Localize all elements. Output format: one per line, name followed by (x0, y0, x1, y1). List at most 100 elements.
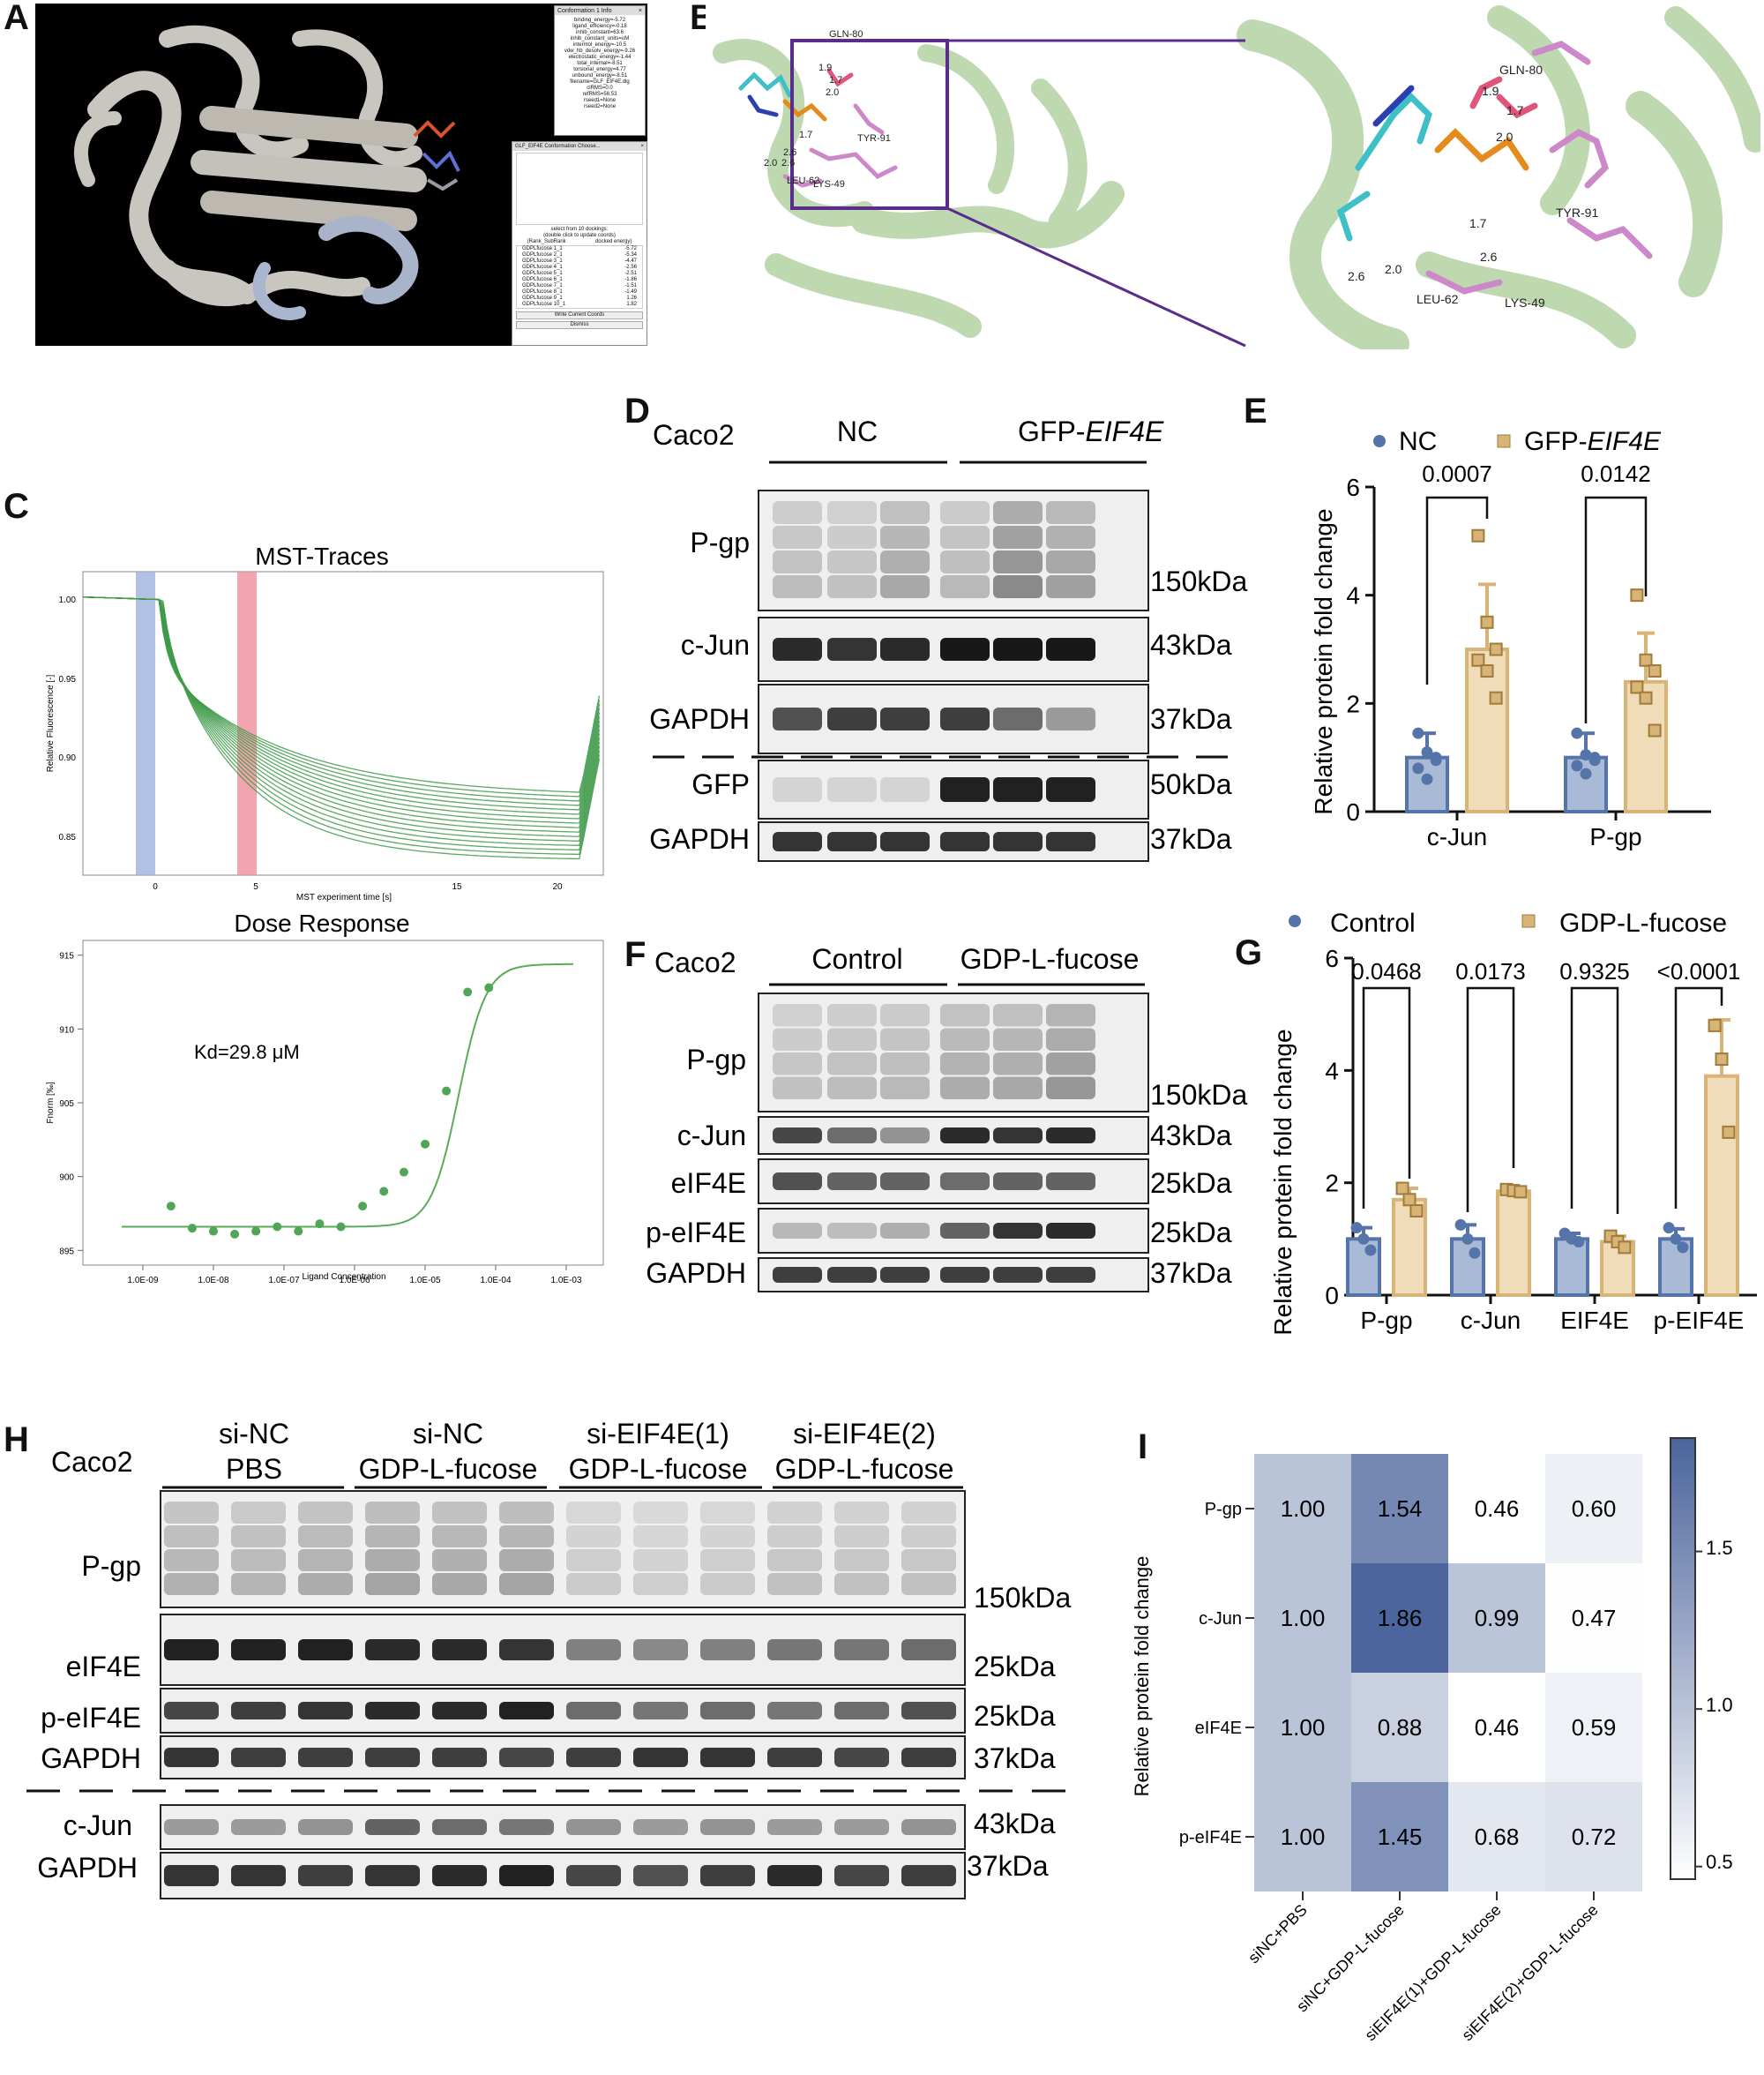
blot-kda: 37kDa (974, 1742, 1056, 1774)
info-lines: binding_energy=-5.72 ligand_efficiency=-0… (555, 15, 645, 110)
row-label: p-eIF4E (1179, 1828, 1242, 1847)
group-label-3a: si-EIF4E(1) (587, 1418, 729, 1450)
colorbar-segment (1671, 1597, 1695, 1602)
blot-band (901, 1549, 956, 1571)
chooser-row[interactable]: GDPLfucose 3_1 -4.47 (517, 258, 642, 265)
blot-band (827, 1172, 877, 1190)
blot-band (827, 708, 877, 730)
distance-label-left: 2.0 (764, 158, 777, 169)
blot-band (880, 1004, 930, 1027)
panel-c-mst: MST-Traces 1.00 0.95 0.90 0.85 0 5 15 20… (46, 543, 604, 1285)
colorbar-segment (1671, 1689, 1695, 1695)
blot-band (993, 638, 1043, 661)
blot-band (993, 501, 1043, 524)
blot-band (827, 501, 877, 524)
dose-point (379, 1187, 389, 1196)
traces-title: MST-Traces (255, 543, 388, 570)
colorbar-segment (1671, 1667, 1695, 1673)
traces-xtick: 5 (253, 882, 258, 892)
chooser-row[interactable]: GDPLfucose 1_1 -5.72 (517, 246, 642, 252)
heatmap-cell (1254, 1563, 1351, 1673)
blot-band (767, 1819, 822, 1835)
colorbar-segment (1671, 1712, 1695, 1717)
blot-band (901, 1639, 956, 1660)
colorbar-segment (1671, 1641, 1695, 1646)
blot-band (298, 1865, 353, 1886)
heatmap-cell (1254, 1454, 1351, 1563)
blot-band (773, 551, 822, 573)
blot-kda: 37kDa (967, 1850, 1049, 1882)
blot-h-lanes (26, 1490, 1065, 1899)
colorbar-segment (1671, 1866, 1695, 1871)
blot-band (700, 1639, 755, 1660)
dose-point (484, 983, 494, 993)
chooser-row-name: GDPLfucose 10_1 (522, 302, 566, 307)
chooser-row[interactable]: GDPLfucose 2_1 -5.34 (517, 252, 642, 258)
chooser-list[interactable]: GDPLfucose 1_1 -5.72 GDPLfucose 2_1 -5.34 GD… (516, 245, 643, 309)
chooser-row-energy: -5.72 (624, 246, 637, 251)
dose-xtick: 1.0E-09 (127, 1276, 158, 1285)
chooser-row[interactable]: GDPLfucose 8_1 -1.49 (517, 289, 642, 296)
heatmap-cell (1545, 1673, 1642, 1782)
blot-band (1046, 1127, 1095, 1143)
blot-band (231, 1639, 286, 1660)
blot-band (773, 1052, 822, 1075)
write-coords-button[interactable]: Write Current Coords (516, 311, 643, 319)
blot-band (365, 1573, 420, 1595)
close-icon[interactable]: × (638, 7, 642, 14)
mst-trace-line (82, 596, 601, 793)
close-icon[interactable]: × (640, 143, 644, 149)
blot-band (880, 501, 930, 524)
conformation-info-window[interactable]: Conformation 1 Info × binding_energy=-5.… (554, 5, 646, 136)
blot-band (827, 1052, 877, 1075)
blot-band (633, 1702, 688, 1719)
blot-band (940, 1223, 990, 1239)
group-label-2b: GDP-L-fucose (359, 1453, 538, 1485)
bar (1496, 1189, 1531, 1298)
colorbar-segment (1671, 1848, 1695, 1854)
chooser-row[interactable]: GDPLfucose 10_1 1.82 (517, 302, 642, 308)
blot-label: eIF4E (671, 1167, 746, 1199)
data-point (1663, 1222, 1675, 1234)
group-label-gfp: GFP-EIF4E (1018, 416, 1164, 447)
data-point (1489, 642, 1503, 656)
chooser-row[interactable]: GDPLfucose 9_1 1.26 (517, 296, 642, 302)
blot-label: P-gp (690, 527, 750, 558)
distance-label-left: 2.6 (781, 158, 795, 169)
chooser-row[interactable]: GDPLfucose 6_1 -1.86 (517, 277, 642, 283)
blot-band (940, 1004, 990, 1027)
conformation-chooser-window[interactable]: GLF_EIF4E Conformation Choose... × selec… (512, 141, 647, 346)
colorbar-segment (1671, 1707, 1695, 1712)
blot-band (700, 1865, 755, 1886)
blot-strip (160, 1688, 966, 1734)
blot-band (767, 1865, 822, 1886)
blot-kda: 43kDa (1150, 1120, 1232, 1151)
legend-nc: NC (1399, 427, 1437, 456)
blot-band (298, 1549, 353, 1571)
colorbar-segment (1671, 1451, 1695, 1457)
colorbar-segment (1671, 1782, 1695, 1787)
colorbar-segment (1671, 1592, 1695, 1598)
heatmap-cell (1545, 1563, 1642, 1673)
heatmap-cell (1254, 1782, 1351, 1891)
chooser-row[interactable]: GDPLfucose 7_1 -1.51 (517, 283, 642, 289)
chooser-row[interactable]: GDPLfucose 5_1 -2.51 (517, 271, 642, 277)
blot-band (834, 1573, 889, 1595)
blot-band (880, 1172, 930, 1190)
blot-label: p-eIF4E (41, 1702, 141, 1734)
heatmap-value: 1.00 (1281, 1824, 1326, 1850)
blot-band (901, 1819, 956, 1835)
blot-band (901, 1525, 956, 1547)
dismiss-button[interactable]: Dismiss (516, 321, 643, 329)
blot-band (499, 1702, 554, 1719)
blot-label: c-Jun (681, 629, 750, 661)
colorbar-segment (1671, 1473, 1695, 1479)
blot-label: GAPDH (646, 1257, 746, 1289)
blot-band (365, 1525, 420, 1547)
dose-ytick: 895 (59, 1247, 74, 1256)
blot-band (827, 777, 877, 802)
group-label-1a: si-NC (219, 1418, 289, 1450)
blot-band (432, 1819, 487, 1835)
chooser-row[interactable]: GDPLfucose 4_1 -2.56 (517, 265, 642, 271)
heatmap-value: 1.54 (1378, 1495, 1423, 1522)
